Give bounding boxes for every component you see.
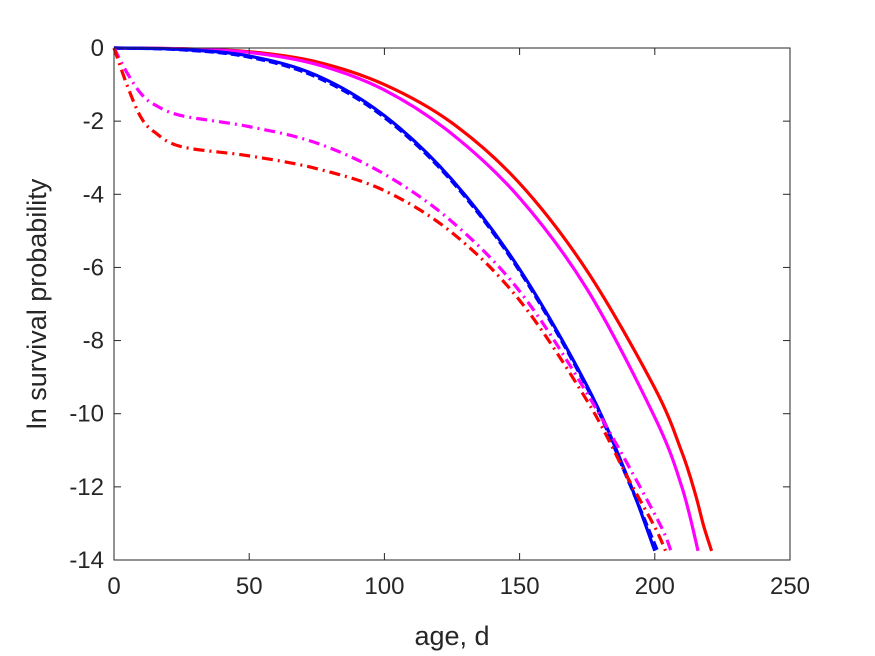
- series-line-2: [113, 46, 700, 552]
- tick-layer: 0 50 100 150 200 250 -14 -12 -10 -8 -6 -4 -2 0: [69, 35, 810, 600]
- y-tick-label: -14: [69, 547, 104, 574]
- series-line-6: [112, 47, 668, 552]
- plot-frame: [113, 47, 791, 561]
- y-tick-label: -12: [69, 474, 104, 501]
- y-tick-label: -8: [83, 328, 104, 355]
- x-tick-label: 150: [500, 573, 540, 600]
- y-tick-label: -6: [83, 254, 104, 281]
- x-tick-label: 250: [770, 573, 810, 600]
- y-tick-label: 0: [91, 35, 104, 62]
- x-tick-label: 200: [635, 573, 675, 600]
- y-tick-label: -2: [83, 108, 104, 135]
- x-tick-label: 100: [364, 573, 404, 600]
- x-tick-label: 50: [236, 573, 263, 600]
- x-axis-label: age, d: [414, 621, 489, 651]
- y-axis-label: ln survival probability: [22, 178, 52, 429]
- y-tick-label: -10: [69, 401, 104, 428]
- y-tick-label: -4: [83, 181, 104, 208]
- x-tick-label: 0: [107, 573, 120, 600]
- series-line-5: [112, 47, 673, 552]
- series-line-4: [113, 46, 659, 552]
